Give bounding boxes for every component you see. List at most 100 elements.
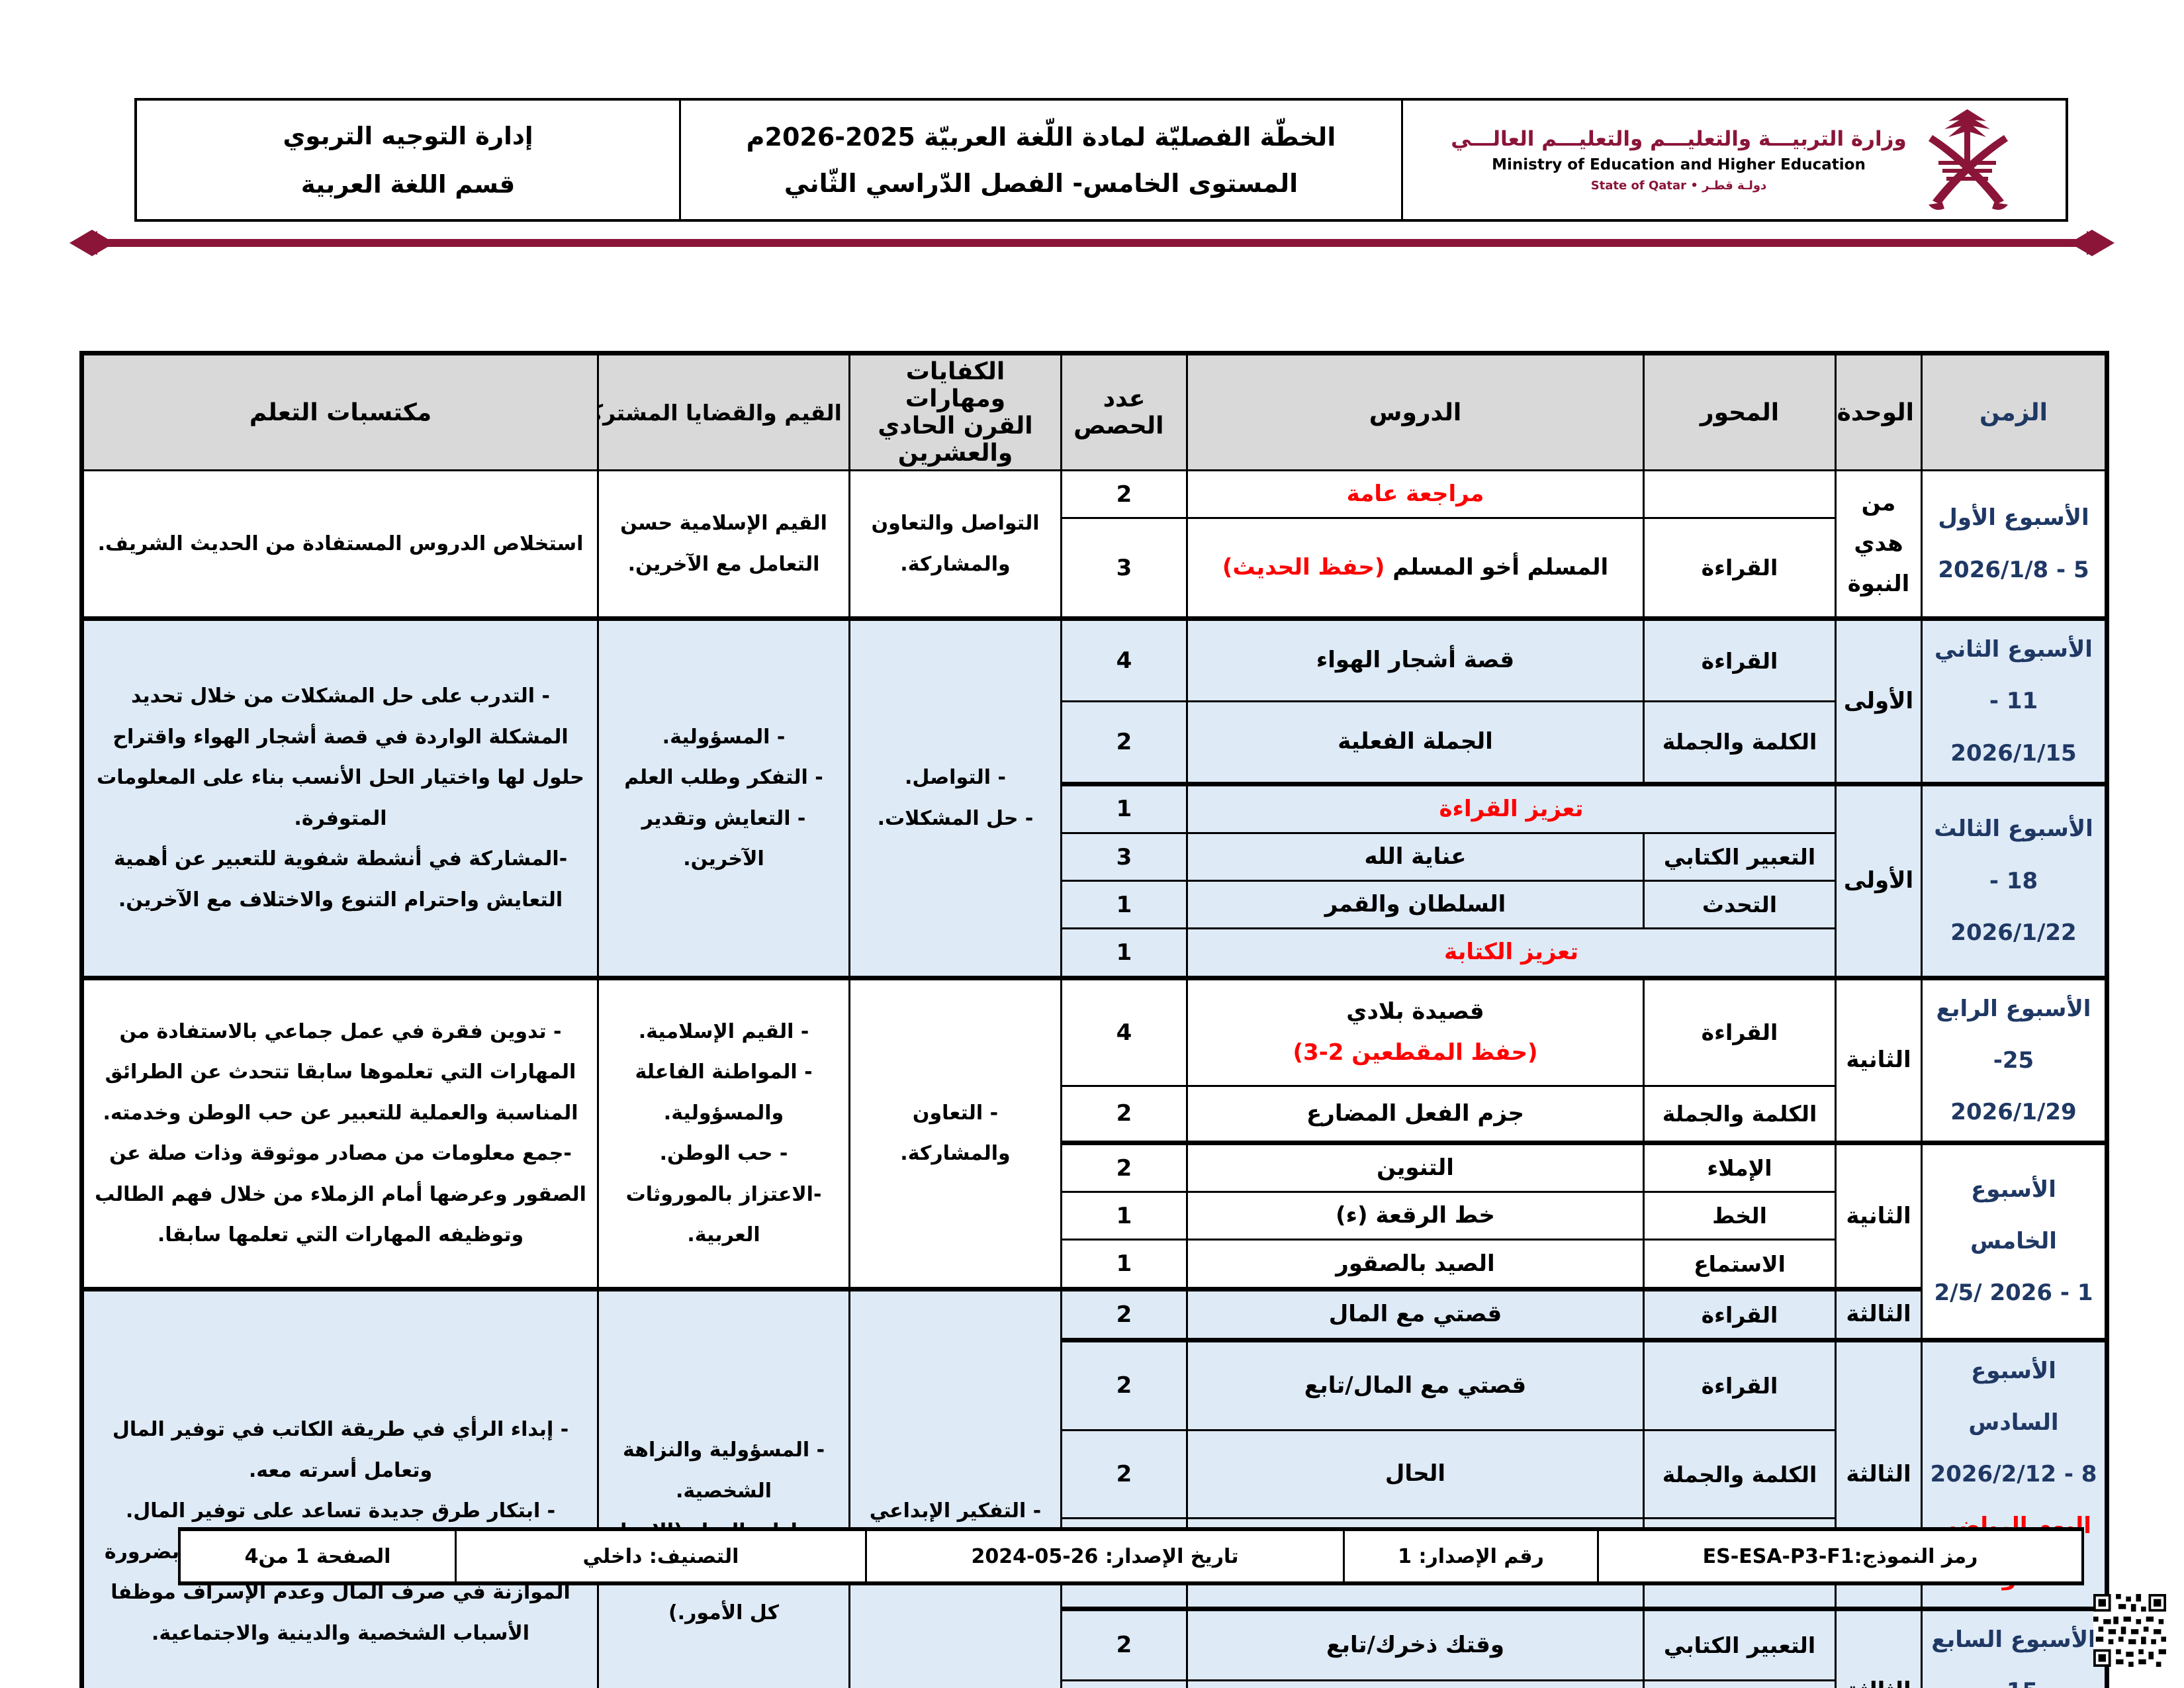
lesson-cell: خط الرقعة (ء) [1186, 1191, 1645, 1241]
periods-cell: 2 [1060, 700, 1188, 786]
lesson-cell: وقتك ذخرك/تابع [1186, 1607, 1645, 1682]
table-row: الأسبوع الثالث 18 - 2026/1/22 الأولى تعز… [82, 782, 2108, 980]
qatar-emblem-icon [1928, 109, 2008, 210]
table-row: الخط خط الرقعة (ء) 1 [82, 1191, 2107, 1241]
unit-cell: من هدي النبوة [1835, 469, 1923, 622]
ministry-logo: وزارة التربيـــة والتعليـــم والتعليـــم… [1401, 101, 2066, 219]
outcomes-cell: - التدرب على حل المشكلات من خلال تحديد ا… [81, 618, 599, 980]
lesson-cell: عناية الله [1186, 831, 1645, 882]
table-row: الاستماع الصيد بالصقور 1 [82, 1239, 2107, 1292]
table-row: الثالثة القراءة قصتي مع المال 2 - التفكي… [81, 1288, 2107, 1688]
week-cell: الأسبوع الأول 5 - 2026/1/8 [1921, 469, 2108, 622]
week-cell: الأسبوع الرابع 25- 2026/1/29 [1921, 976, 2108, 1146]
periods-cell: 2 [1060, 1288, 1188, 1342]
ministry-logo-text: وزارة التربيـــة والتعليـــم والتعليـــم… [1451, 127, 1907, 193]
header-band: وزارة التربيـــة والتعليـــم والتعليـــم… [134, 98, 2068, 222]
axis-cell: القراءة [1643, 618, 1837, 702]
axis-cell: الكلمة والجملة [1643, 1084, 1837, 1146]
skills-cell: - التفكير الإبداعي والناقد. [848, 1288, 1062, 1688]
unit-cell: الثالثة [1835, 1607, 1923, 1688]
week-cell: الأسبوع الثالث 18 - 2026/1/22 [1921, 782, 2108, 980]
lesson-cell: مراجعة عامة [1186, 469, 1645, 520]
periods-cell: 2 [1060, 1084, 1188, 1146]
form-code-label: رمز النموذج: [1854, 1544, 1978, 1568]
periods-cell: 1 [1060, 782, 1188, 834]
state-of-qatar-label: دولـة قطـر • State of Qatar [1590, 179, 1767, 193]
table-row: القراءة المسلم أخو المسلم (حفظ الحديث) 3 [82, 517, 2107, 622]
table-row: الأسبوع السابع 15 - 2026/2/19 الثالثة ال… [82, 1607, 2108, 1688]
periods-cell: 2 [1060, 1142, 1188, 1194]
maroon-divider-arrow [69, 230, 2115, 256]
periods-cell: 3 [1060, 831, 1188, 882]
document-title-cell: الخطّة الفصليّة لمادة اللّغة العربيّة 20… [679, 101, 1401, 219]
axis-cell: التعبير الكتابي [1643, 831, 1837, 882]
table-row: الخط خط الرقعة (ك- ل) 1 [82, 1679, 2107, 1688]
table-row: الكلمة والجملة الجملة الفعلية 2 [82, 700, 2107, 786]
col-header-axis: المحور [1643, 352, 1837, 471]
axis-cell: الكلمة والجملة [1643, 700, 1837, 786]
issue-date-cell: تاريخ الإصدار: 26-05-2024 [865, 1531, 1343, 1581]
table-row: الأسبوع الخامس 1 - 2026 /2/5 الثانية الإ… [82, 1142, 2108, 1342]
axis-cell: القراءة [1643, 1288, 1837, 1342]
periods-cell: 4 [1060, 618, 1188, 702]
lesson-cell: المسلم أخو المسلم (حفظ الحديث) [1186, 517, 1645, 622]
lesson-cell: جزم الفعل المضارع [1186, 1084, 1645, 1146]
periods-cell: 2 [1060, 1607, 1188, 1682]
axis-cell: الخط [1643, 1191, 1837, 1241]
col-header-values: القيم والقضايا المشتركة [597, 352, 850, 471]
lesson-cell: قصتي مع المال/تابع [1186, 1338, 1645, 1432]
unit-cell: الأولى [1835, 782, 1923, 980]
outcomes-cell: - إبداء الرأي في طريقة الكاتب في توفير ا… [81, 1288, 599, 1688]
lesson-cell: قصيدة بلادي (حفظ المقطعين 2-3) [1186, 976, 1645, 1087]
unit-cell: الثالثة [1835, 1288, 1923, 1342]
col-header-outcomes: مكتسبات التعلم [81, 352, 599, 471]
ministry-name-english: Ministry of Education and Higher Educati… [1492, 156, 1866, 173]
page-title: الخطّة الفصليّة لمادة اللّغة العربيّة 20… [746, 122, 1336, 152]
periods-cell: 1 [1060, 1191, 1188, 1241]
table-row: التحدث السلطان والقمر 1 [82, 880, 2107, 930]
axis-cell: التعبير الكتابي [1643, 1607, 1837, 1682]
col-header-lessons: الدروس [1186, 352, 1645, 471]
axis-cell: الكلمة والجملة [1643, 1429, 1837, 1519]
values-cell: القيم الإسلامية حسن التعامل مع الآخرين. [597, 469, 850, 622]
lesson-cell: قصة أشجار الهواء [1186, 618, 1645, 702]
lesson-cell: السلطان والقمر [1186, 880, 1645, 930]
values-cell: - المسؤولية. - التفكر وطلب العلم - التعا… [597, 618, 850, 980]
col-header-skills: الكفايات ومهارات القرن الحادي والعشرين [848, 352, 1062, 471]
weekly-plan-table: الزمن الوحدة المحور الدروس عدد الحصص الك… [79, 351, 2109, 1688]
skills-cell: - التعاون والمشاركة. [848, 976, 1062, 1292]
lesson-cell: قصتي مع المال [1186, 1288, 1645, 1342]
axis-cell: الإملاء [1643, 1142, 1837, 1194]
col-header-time: الزمن [1921, 352, 2108, 471]
periods-cell: 2 [1060, 1338, 1188, 1432]
table-row: الكلمة والجملة الحال 2 [82, 1429, 2107, 1519]
issue-number-cell: رقم الإصدار: 1 [1343, 1531, 1597, 1581]
periods-cell: 1 [1060, 880, 1188, 930]
form-code-value: ES-ESA-P3-F1 [1702, 1544, 1854, 1568]
week-cell: الأسبوع الثاني 11 - 2026/1/15 [1921, 618, 2108, 786]
form-code-cell: رمز النموذج: ES-ESA-P3-F1 [1597, 1531, 2081, 1581]
periods-cell: 3 [1060, 517, 1188, 622]
axis-cell: الاستماع [1643, 1239, 1837, 1292]
periods-cell: 2 [1060, 469, 1188, 520]
periods-cell: 2 [1060, 1429, 1188, 1519]
page-subtitle: المستوى الخامس- الفصل الدّراسي الثّاني [784, 168, 1298, 198]
lesson-cell: الحال [1186, 1429, 1645, 1519]
table-header-row: الزمن الوحدة المحور الدروس عدد الحصص الك… [81, 352, 2108, 471]
unit-cell: الثانية [1835, 976, 1923, 1146]
skills-cell: - التواصل. - حل المشكلات. [848, 618, 1062, 980]
axis-cell: القراءة [1643, 517, 1837, 622]
periods-cell: 4 [1060, 976, 1188, 1087]
table-row: تعزيز الكتابة 1 [82, 927, 2107, 980]
week-cell: الأسبوع السابع 15 - 2026/2/19 [1921, 1607, 2108, 1688]
values-cell: - القيم الإسلامية. - المواطنة الفاعلة وا… [597, 976, 850, 1292]
table-row: الأسبوع الرابع 25- 2026/1/29 الثانية الق… [81, 976, 2108, 1292]
axis-cell: القراءة [1643, 976, 1837, 1087]
axis-cell: القراءة [1643, 1338, 1837, 1432]
table-row: الأسبوع الثاني 11 - 2026/1/15 الأولى الق… [81, 618, 2108, 980]
col-header-periods: عدد الحصص [1060, 352, 1188, 471]
department-title: إدارة التوجيه التربوي [283, 121, 533, 150]
lesson-cell: تعزيز القراءة [1186, 782, 1837, 834]
lesson-cell: الجملة الفعلية [1186, 700, 1645, 786]
